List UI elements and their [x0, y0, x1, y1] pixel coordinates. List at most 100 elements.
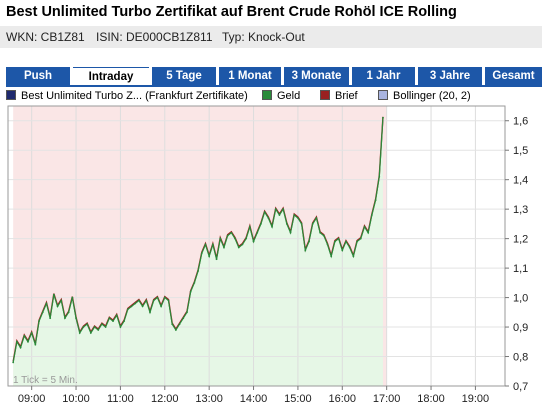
legend-item-main: Best Unlimited Turbo Z... (Frankfurt Zer…: [6, 90, 248, 102]
data-point: [245, 237, 248, 240]
data-point: [315, 217, 318, 219]
data-point: [82, 326, 85, 328]
data-point: [126, 308, 129, 311]
legend-swatch-main: [6, 90, 16, 100]
data-point: [186, 311, 188, 314]
data-point: [167, 299, 170, 302]
data-point: [12, 361, 15, 364]
data-point: [104, 326, 107, 328]
tab-3-jahre[interactable]: 3 Jahre: [418, 67, 482, 85]
price-chart: 09:00 10:00 11:00 12:00 13:00 14:00 15:00 16:00…: [7, 105, 528, 405]
data-point: [174, 329, 177, 331]
data-point: [278, 214, 281, 216]
data-point: [130, 305, 133, 308]
data-point: [64, 317, 66, 320]
data-point: [115, 314, 118, 317]
data-point: [93, 326, 96, 328]
data-point: [274, 208, 277, 211]
tab-intraday[interactable]: Intraday: [73, 67, 149, 85]
data-point: [49, 317, 52, 320]
data-point: [112, 320, 114, 323]
data-point: [97, 329, 100, 331]
data-point: [119, 326, 122, 328]
data-point: [297, 217, 299, 219]
y-tick-label: 1,2: [513, 234, 528, 246]
data-point: [345, 240, 347, 243]
data-point: [38, 320, 40, 323]
data-point: [348, 246, 351, 249]
x-tick-label: 18:00: [417, 393, 445, 405]
data-point: [356, 240, 358, 243]
data-point: [326, 243, 329, 246]
plot-border: [7, 105, 506, 387]
x-tick-label: 17:00: [373, 393, 401, 405]
data-point: [152, 299, 155, 302]
tab-gesamt[interactable]: Gesamt: [485, 67, 542, 85]
instrument-info-bar: WKN: CB1Z81 ISIN: DE000CB1Z811 Typ: Knoc…: [0, 26, 542, 48]
data-point: [370, 214, 373, 216]
y-tick-label: 0,7: [513, 381, 528, 393]
data-point: [56, 305, 59, 308]
data-point: [52, 293, 55, 296]
isin-label: ISIN: DE000CB1Z811: [96, 30, 213, 44]
x-tick-label: 19:00: [462, 393, 490, 405]
x-tick-label: 13:00: [195, 393, 223, 405]
data-point: [267, 217, 270, 219]
data-point: [248, 225, 251, 228]
legend-label-geld: Geld: [277, 90, 301, 102]
data-point: [234, 237, 236, 240]
data-point: [363, 225, 366, 228]
data-point: [86, 323, 89, 326]
y-tick-label: 0,8: [513, 352, 528, 364]
data-point: [204, 243, 207, 246]
data-point: [311, 222, 314, 225]
y-tick-label: 1,1: [513, 263, 528, 275]
data-point: [163, 296, 166, 299]
data-point: [341, 249, 344, 252]
data-point: [378, 175, 381, 178]
data-point: [285, 222, 288, 225]
data-point: [226, 234, 229, 237]
data-point: [271, 225, 273, 228]
data-point: [45, 302, 48, 305]
data-point: [211, 243, 214, 246]
data-point: [215, 258, 218, 261]
legend-swatch-bollinger: [378, 90, 388, 100]
data-point: [223, 246, 225, 249]
x-tick-label: 10:00: [62, 393, 90, 405]
data-point: [293, 214, 296, 216]
tab-5-tage[interactable]: 5 Tage: [152, 67, 216, 85]
data-point: [101, 323, 103, 326]
data-point: [282, 208, 285, 211]
tab-1-monat[interactable]: 1 Monat: [219, 67, 281, 85]
data-point: [374, 199, 377, 202]
data-point: [260, 222, 262, 225]
data-point: [138, 299, 140, 302]
data-point: [160, 305, 162, 308]
data-point: [149, 311, 151, 314]
tab-3-monate[interactable]: 3 Monate: [284, 67, 349, 85]
tab-underline: [6, 85, 542, 87]
wkn-label: WKN: CB1Z81: [6, 30, 85, 44]
x-tick-label: 16:00: [329, 393, 357, 405]
data-point: [322, 234, 325, 237]
data-point: [189, 290, 192, 293]
data-point: [208, 255, 211, 258]
data-point: [333, 240, 336, 243]
data-point: [171, 323, 174, 326]
data-point: [108, 317, 111, 320]
y-tick-label: 0,9: [513, 322, 528, 334]
data-point: [256, 231, 259, 234]
y-tick-label: 1,4: [513, 175, 528, 187]
tick-interval-note: 1 Tick = 5 Min.: [13, 375, 78, 386]
chart-title: Best Unlimited Turbo Zertifikat auf Bren…: [6, 4, 457, 20]
data-point: [156, 296, 159, 299]
data-point: [23, 334, 26, 337]
data-point: [252, 240, 255, 243]
tab-push[interactable]: Push: [6, 67, 70, 85]
data-point: [123, 320, 126, 323]
data-point: [78, 332, 81, 334]
tab-1-jahr[interactable]: 1 Jahr: [352, 67, 415, 85]
data-point: [359, 237, 362, 240]
data-point: [27, 340, 29, 343]
